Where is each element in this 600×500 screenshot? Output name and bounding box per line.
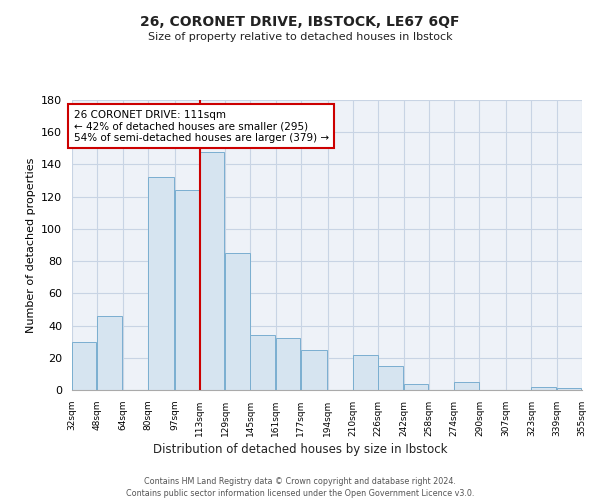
Bar [301,350,327,390]
Bar [200,152,224,390]
Text: Distribution of detached houses by size in Ibstock: Distribution of detached houses by size … [153,442,447,456]
Bar [532,387,556,390]
Bar [250,335,275,390]
Bar [97,316,122,390]
Bar [379,366,403,390]
Bar [148,178,174,390]
Text: 26, CORONET DRIVE, IBSTOCK, LE67 6QF: 26, CORONET DRIVE, IBSTOCK, LE67 6QF [140,15,460,29]
Bar [275,338,300,390]
Bar [225,253,250,390]
Bar [72,342,97,390]
Text: Contains public sector information licensed under the Open Government Licence v3: Contains public sector information licen… [126,489,474,498]
Bar [175,190,199,390]
Text: Size of property relative to detached houses in Ibstock: Size of property relative to detached ho… [148,32,452,42]
Text: 26 CORONET DRIVE: 111sqm
← 42% of detached houses are smaller (295)
54% of semi-: 26 CORONET DRIVE: 111sqm ← 42% of detach… [74,110,329,143]
Bar [353,354,377,390]
Y-axis label: Number of detached properties: Number of detached properties [26,158,35,332]
Text: Contains HM Land Registry data © Crown copyright and database right 2024.: Contains HM Land Registry data © Crown c… [144,478,456,486]
Bar [404,384,428,390]
Bar [557,388,581,390]
Bar [454,382,479,390]
